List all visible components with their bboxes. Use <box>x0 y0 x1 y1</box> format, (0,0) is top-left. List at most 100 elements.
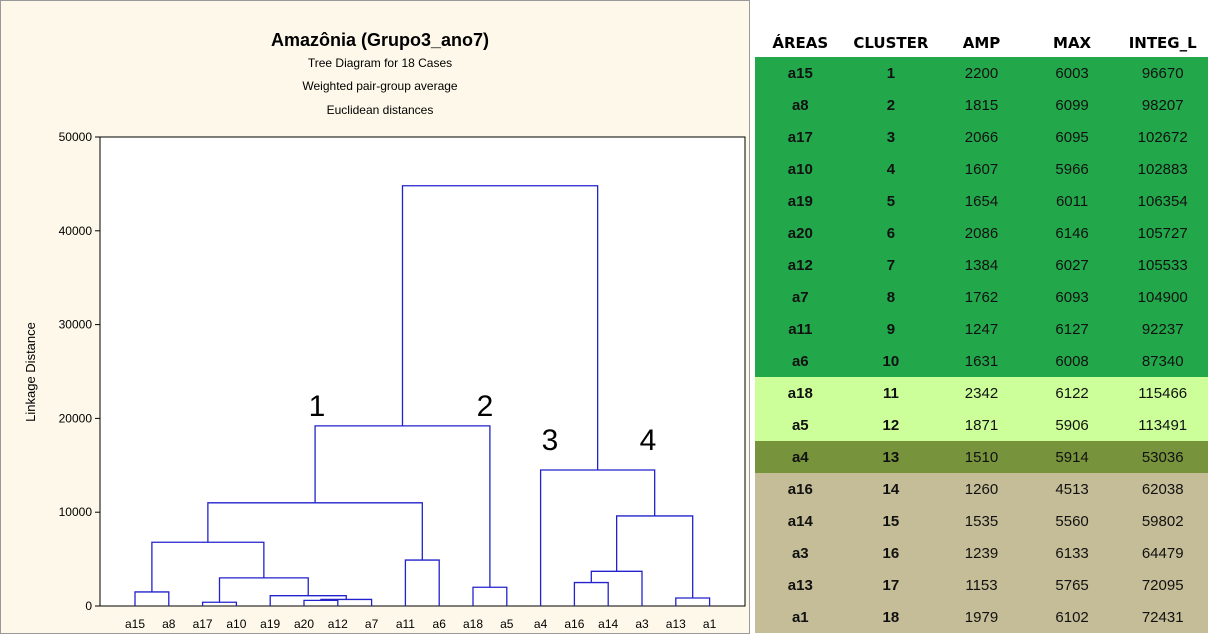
table-cell: 13 <box>882 448 900 466</box>
table-cell: 113491 <box>1138 416 1188 434</box>
table-cell: 72431 <box>1141 608 1184 626</box>
table-cell: 12 <box>882 416 900 434</box>
table-cell: 4 <box>886 160 896 178</box>
x-tick-label: a11 <box>396 617 415 631</box>
table-cell: 106354 <box>1137 192 1188 210</box>
table-cell: 5914 <box>1055 448 1089 466</box>
y-tick-label: 40000 <box>59 224 93 238</box>
table-cell: 18 <box>882 608 900 626</box>
table-cell: 1260 <box>964 480 999 498</box>
dendrogram-link <box>401 185 599 470</box>
cluster-annotation: 2 <box>477 390 494 423</box>
table-cell: 87340 <box>1141 352 1184 370</box>
chart-subtitle: Weighted pair-group average <box>302 79 458 93</box>
table-cell: 5 <box>886 192 896 210</box>
table-cell: 6 <box>886 224 896 242</box>
table-row: a17 3 2066 6095 102672 <box>755 121 1208 153</box>
table-cell: a20 <box>787 224 813 242</box>
table-cell: 1607 <box>964 160 999 178</box>
chart-subtitle: Euclidean distances <box>327 103 434 117</box>
table-cell: a5 <box>791 416 809 434</box>
table-cell: 14 <box>882 480 900 498</box>
x-tick-label: a18 <box>463 617 483 631</box>
table-cell: a16 <box>787 480 813 498</box>
table-cell: 1239 <box>964 544 999 562</box>
table-cell: 10 <box>882 352 900 370</box>
x-tick-label: a6 <box>433 617 447 631</box>
table-cell: 102883 <box>1137 160 1188 178</box>
table-cell: 5906 <box>1055 416 1089 434</box>
column-header: MAX <box>1026 28 1118 57</box>
x-tick-label: a1 <box>703 617 717 631</box>
table-cell: a14 <box>787 512 813 530</box>
table-cell: 6093 <box>1055 288 1089 306</box>
table-cell: 1153 <box>965 576 998 594</box>
table-cell: 4513 <box>1055 480 1089 498</box>
table-cell: 64479 <box>1141 544 1184 562</box>
table-cell: a19 <box>787 192 813 210</box>
table-cell: 6027 <box>1055 256 1089 274</box>
column-header: CLUSTER <box>845 28 937 57</box>
y-axis-label: Linkage Distance <box>23 322 38 422</box>
table-row: a16 14 1260 4513 62038 <box>755 473 1208 505</box>
table-cell: a10 <box>787 160 813 178</box>
x-tick-label: a16 <box>564 617 584 631</box>
table-cell: 9 <box>886 320 896 338</box>
x-tick-label: a19 <box>260 617 280 631</box>
column-header: ÁREAS <box>755 28 846 57</box>
table-cell: 98207 <box>1141 96 1184 114</box>
table-cell: a12 <box>787 256 813 274</box>
table-cell: 104900 <box>1137 288 1188 306</box>
table-cell: 102672 <box>1137 128 1188 146</box>
table-cell: 62038 <box>1141 480 1184 498</box>
table-cell: 96670 <box>1141 64 1184 82</box>
y-tick-label: 20000 <box>59 411 93 425</box>
table-cell: 7 <box>886 256 896 274</box>
table-row: a8 2 1815 6099 98207 <box>755 89 1208 121</box>
table-cell: a4 <box>791 448 809 466</box>
table-row: a1 18 1979 6102 72431 <box>755 601 1208 633</box>
x-tick-label: a3 <box>635 617 649 631</box>
y-tick-label: 50000 <box>59 130 93 144</box>
table-cell: 1654 <box>964 192 999 210</box>
table-row: a7 8 1762 6093 104900 <box>755 281 1208 313</box>
table-cell: 59802 <box>1141 512 1184 530</box>
table-cell: a8 <box>791 96 809 114</box>
table-cell: 53036 <box>1141 448 1184 466</box>
x-tick-label: a17 <box>193 617 213 631</box>
table-cell: 2086 <box>964 224 999 242</box>
x-tick-label: a12 <box>328 617 348 631</box>
x-tick-label: a7 <box>365 617 379 631</box>
table-cell: 6146 <box>1055 224 1089 242</box>
table-cell: 16 <box>882 544 900 562</box>
table-cell: 5966 <box>1055 160 1089 178</box>
table-cell: 15 <box>882 512 900 530</box>
chart-subtitle: Tree Diagram for 18 Cases <box>308 56 452 70</box>
x-tick-label: a5 <box>500 617 514 631</box>
chart-title: Amazônia (Grupo3_ano7) <box>271 30 489 50</box>
cluster-annotation: 4 <box>640 424 657 457</box>
x-tick-label: a20 <box>294 617 314 631</box>
table-cell: 105727 <box>1137 224 1188 242</box>
table-cell: 6011 <box>1055 192 1089 210</box>
table-cell: 115466 <box>1138 384 1188 402</box>
table-row: a15 1 2200 6003 96670 <box>755 57 1208 89</box>
table-row: a18 11 2342 6122 115466 <box>755 377 1208 409</box>
table-row: a13 17 1153 5765 72095 <box>755 569 1208 601</box>
cluster-annotation: 3 <box>542 424 559 457</box>
table-cell: 105533 <box>1137 256 1188 274</box>
table-cell: 1762 <box>964 288 999 306</box>
y-tick-label: 30000 <box>59 318 93 332</box>
table-cell: a11 <box>788 320 813 338</box>
table-cell: 5765 <box>1055 576 1089 594</box>
table-cell: a17 <box>787 128 813 146</box>
x-tick-label: a13 <box>666 617 686 631</box>
table-row: a10 4 1607 5966 102883 <box>755 153 1208 185</box>
table-cell: a1 <box>791 608 809 626</box>
cluster-annotation: 1 <box>309 390 326 423</box>
table-cell: 2 <box>886 96 896 114</box>
table-cell: 1871 <box>964 416 999 434</box>
table-row: a6 10 1631 6008 87340 <box>755 345 1208 377</box>
table-cell: 6102 <box>1055 608 1089 626</box>
